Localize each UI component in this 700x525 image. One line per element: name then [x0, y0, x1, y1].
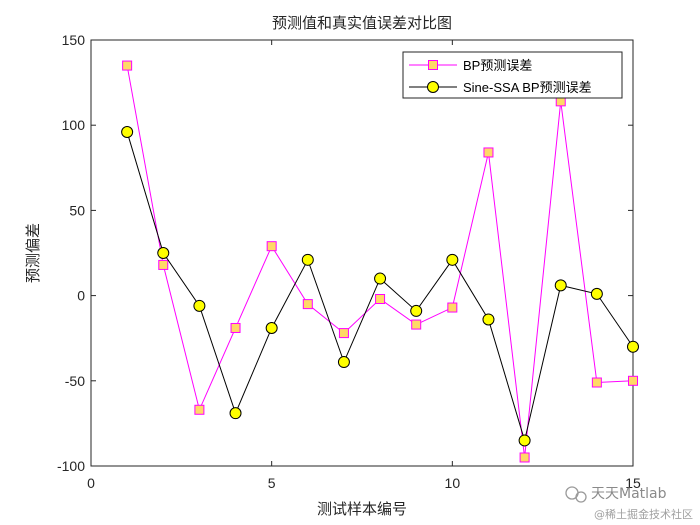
data-point	[482, 313, 495, 326]
watermark-credit: @稀土掘金技术社区	[594, 507, 693, 521]
data-point	[265, 321, 278, 334]
legend-label: Sine-SSA BP预测误差	[463, 80, 592, 95]
data-point	[193, 299, 206, 312]
data-point	[194, 404, 205, 415]
data-point	[158, 259, 169, 270]
data-point	[446, 253, 459, 266]
data-point	[375, 294, 386, 305]
data-point	[374, 272, 387, 285]
x-tick-label: 0	[87, 475, 95, 491]
data-point	[447, 302, 458, 313]
data-point	[590, 287, 603, 300]
legend-marker	[428, 60, 438, 70]
series-2	[121, 126, 639, 447]
y-tick-label: -100	[57, 458, 85, 474]
legend-box	[402, 51, 623, 99]
legend: BP预测误差 Sine-SSA BP预测误差	[402, 51, 623, 99]
data-point	[518, 434, 531, 447]
data-point	[121, 126, 134, 139]
x-tick-label: 5	[268, 475, 276, 491]
data-point	[229, 407, 242, 420]
data-point	[122, 60, 133, 71]
data-point	[302, 299, 313, 310]
data-point	[591, 377, 602, 388]
x-tick-label: 10	[445, 475, 461, 491]
legend-label: BP预测误差	[463, 58, 532, 73]
series-1	[122, 60, 638, 463]
watermark: 天天Matlab @稀土掘金技术社区	[565, 486, 693, 521]
series-layer	[121, 60, 639, 463]
watermark-logo-icon	[565, 486, 587, 503]
data-point	[337, 356, 350, 369]
y-tick-label: 0	[77, 288, 85, 304]
y-tick-label: -50	[65, 373, 85, 389]
data-point	[628, 375, 638, 386]
data-point	[230, 322, 241, 333]
plot-area	[90, 39, 634, 467]
y-tick-label: 100	[62, 117, 86, 133]
chart-title: 预测值和真实值误差对比图	[272, 14, 452, 32]
data-point	[157, 247, 170, 259]
axis-ticks: 0 5 10 15 150 100 50 0 -50 -100	[57, 32, 641, 491]
x-tick-label: 15	[625, 475, 641, 491]
data-point	[301, 253, 314, 266]
y-axis-label: 预测偏差	[24, 223, 42, 283]
y-tick-label: 150	[62, 32, 86, 48]
data-point	[338, 328, 349, 339]
x-axis-label: 测试样本编号	[317, 500, 407, 518]
data-point	[410, 304, 423, 317]
data-point	[483, 147, 494, 158]
data-point	[554, 279, 567, 292]
data-point	[627, 340, 639, 353]
data-point	[411, 319, 422, 330]
legend-marker	[427, 81, 439, 93]
data-point	[266, 241, 277, 252]
data-point	[519, 452, 530, 463]
watermark-title: 天天Matlab	[591, 486, 667, 502]
y-tick-label: 50	[69, 202, 85, 218]
